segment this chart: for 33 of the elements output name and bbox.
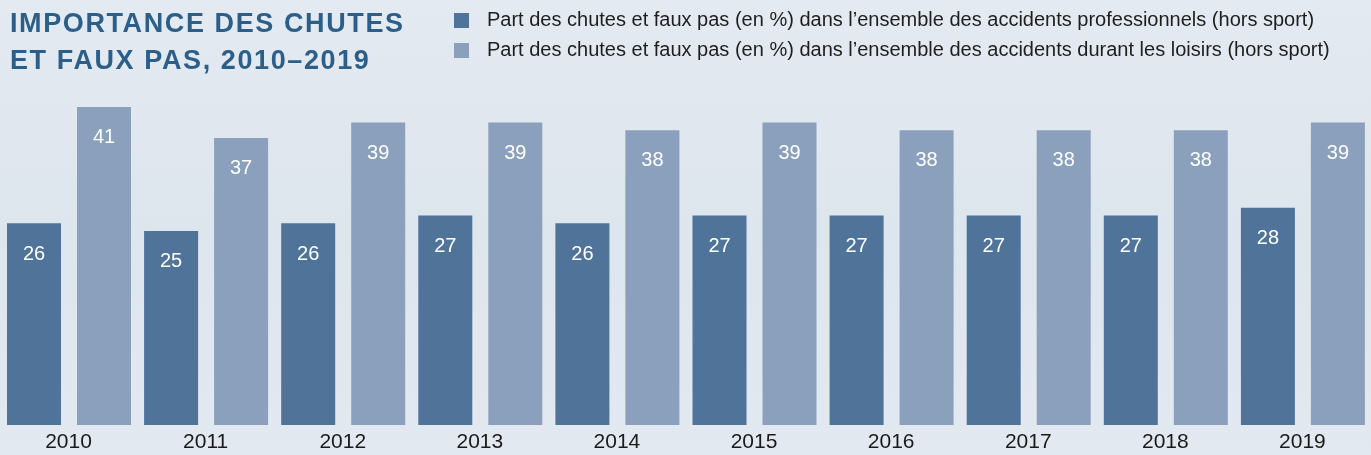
x-tick-label: 2019 [1279,428,1326,452]
x-tick-label: 2016 [867,428,915,452]
data-label: 28 [1256,226,1280,249]
legend-label: Part des chutes et faux pas (en %) dans l’ensemble des accidents durant les loisirs (hors sport) [487,38,1330,60]
data-label: 26 [22,241,46,264]
data-label: 38 [1189,148,1212,171]
data-label: 38 [1052,148,1075,171]
data-label: 39 [1326,140,1350,163]
data-label: 25 [159,249,183,272]
data-label: 26 [297,241,320,264]
data-label: 27 [708,233,731,256]
x-tick-label: 2018 [1141,428,1189,452]
data-label: 37 [229,156,253,179]
x-tick-label: 2010 [45,428,92,452]
x-tick-label: 2014 [593,428,641,452]
x-tick-label: 2017 [1004,428,1052,452]
data-label: 38 [641,148,664,171]
data-label: 39 [367,140,390,163]
data-label: 39 [504,140,527,163]
data-label: 39 [778,140,801,163]
chart-title: IMPORTANCE DES CHUTES ET FAUX PAS, 2010–2019 [10,7,406,77]
data-label: 27 [1119,233,1142,256]
x-tick-label: 2011 [183,428,229,452]
x-tick-label: 2013 [456,428,504,452]
data-label: 38 [915,148,938,171]
data-label: 27 [982,233,1005,256]
data-label: 27 [845,233,868,256]
legend-label: Part des chutes et faux pas (en %) dans l’ensemble des accidents professionnels (hors sport) [487,8,1315,30]
data-label: 26 [571,241,594,264]
data-label: 27 [434,233,457,256]
x-tick-label: 2012 [319,428,367,452]
data-label: 41 [92,125,116,148]
x-tick-label: 2015 [730,428,778,452]
